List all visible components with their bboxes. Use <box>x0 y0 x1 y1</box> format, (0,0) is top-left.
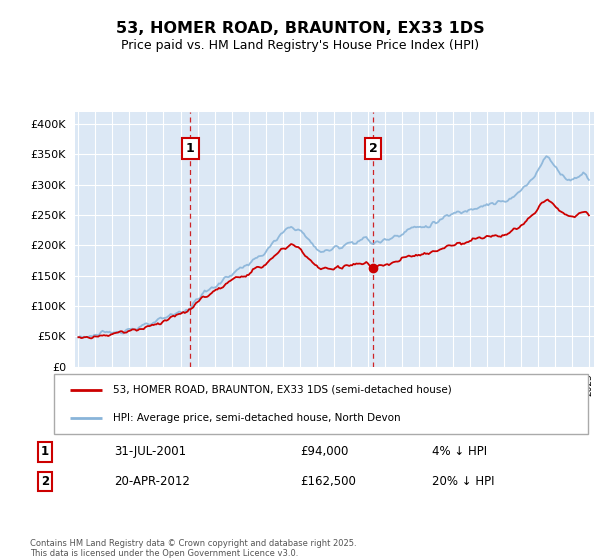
Text: 2: 2 <box>41 475 49 488</box>
Text: 20% ↓ HPI: 20% ↓ HPI <box>432 475 494 488</box>
Text: £94,000: £94,000 <box>300 445 349 459</box>
Text: 1: 1 <box>41 445 49 459</box>
Text: 53, HOMER ROAD, BRAUNTON, EX33 1DS (semi-detached house): 53, HOMER ROAD, BRAUNTON, EX33 1DS (semi… <box>113 385 451 395</box>
Text: 1: 1 <box>186 142 195 155</box>
Text: 2: 2 <box>369 142 378 155</box>
Text: HPI: Average price, semi-detached house, North Devon: HPI: Average price, semi-detached house,… <box>113 413 400 423</box>
Text: 20-APR-2012: 20-APR-2012 <box>114 475 190 488</box>
Text: Contains HM Land Registry data © Crown copyright and database right 2025.
This d: Contains HM Land Registry data © Crown c… <box>30 539 356 558</box>
Text: 53, HOMER ROAD, BRAUNTON, EX33 1DS: 53, HOMER ROAD, BRAUNTON, EX33 1DS <box>116 21 484 36</box>
Text: 4% ↓ HPI: 4% ↓ HPI <box>432 445 487 459</box>
FancyBboxPatch shape <box>54 374 588 434</box>
Text: Price paid vs. HM Land Registry's House Price Index (HPI): Price paid vs. HM Land Registry's House … <box>121 39 479 52</box>
Text: £162,500: £162,500 <box>300 475 356 488</box>
Text: 31-JUL-2001: 31-JUL-2001 <box>114 445 186 459</box>
